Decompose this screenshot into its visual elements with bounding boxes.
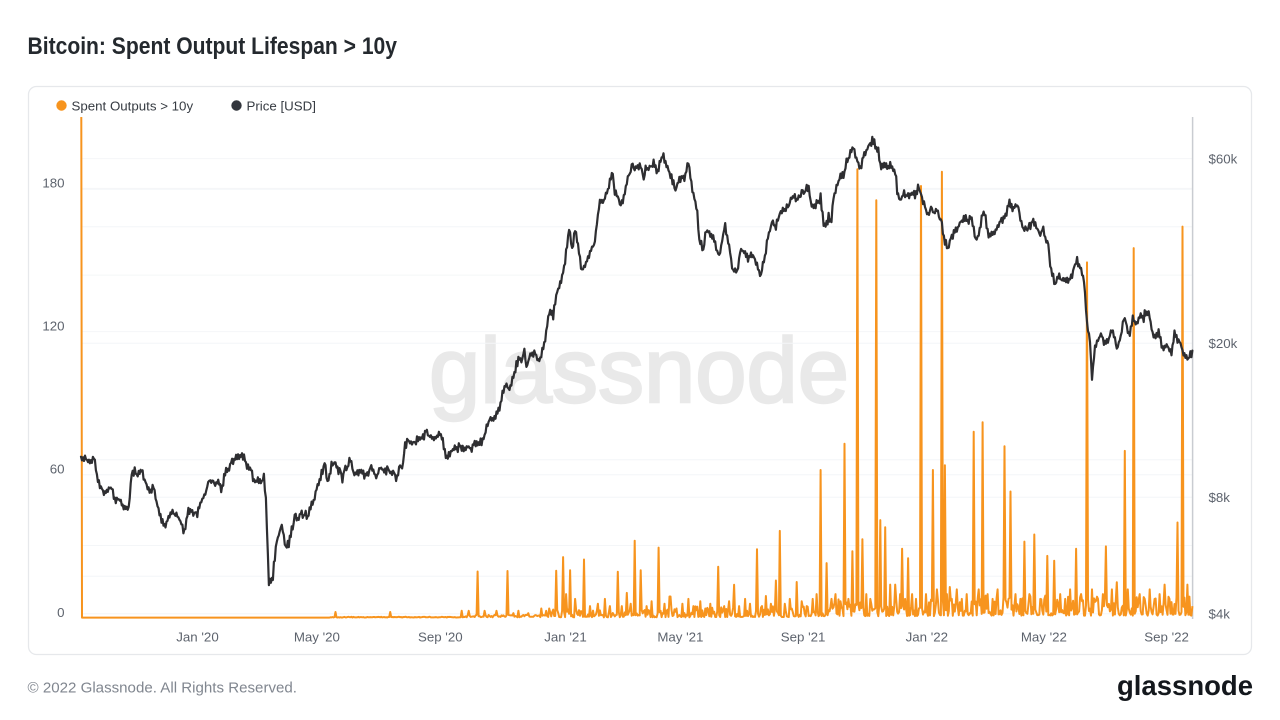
svg-text:Bitcoin: Spent Output Lifespan: Bitcoin: Spent Output Lifespan > 10y (28, 33, 398, 60)
svg-text:60: 60 (50, 462, 65, 477)
svg-text:© 2022 Glassnode. All Rights R: © 2022 Glassnode. All Rights Reserved. (28, 681, 298, 697)
svg-text:$4k: $4k (1209, 606, 1231, 621)
svg-text:Sep '21: Sep '21 (781, 630, 826, 645)
svg-text:Price [USD]: Price [USD] (247, 98, 316, 113)
svg-text:Jan '21: Jan '21 (544, 630, 586, 645)
svg-text:May '20: May '20 (294, 630, 340, 645)
svg-text:May '21: May '21 (657, 630, 703, 645)
svg-text:glassnode: glassnode (1117, 670, 1253, 701)
svg-text:Sep '22: Sep '22 (1144, 630, 1189, 645)
svg-text:$20k: $20k (1209, 336, 1238, 351)
svg-text:$8k: $8k (1209, 490, 1231, 505)
svg-text:180: 180 (42, 175, 64, 190)
svg-text:$60k: $60k (1209, 152, 1238, 167)
svg-text:120: 120 (42, 319, 64, 334)
svg-text:Spent Outputs > 10y: Spent Outputs > 10y (72, 98, 194, 113)
svg-text:Jan '22: Jan '22 (906, 630, 948, 645)
svg-text:0: 0 (57, 605, 64, 620)
svg-text:glassnode: glassnode (429, 320, 849, 422)
svg-text:May '22: May '22 (1021, 630, 1067, 645)
svg-text:Jan '20: Jan '20 (176, 630, 218, 645)
svg-text:Sep '20: Sep '20 (418, 630, 463, 645)
